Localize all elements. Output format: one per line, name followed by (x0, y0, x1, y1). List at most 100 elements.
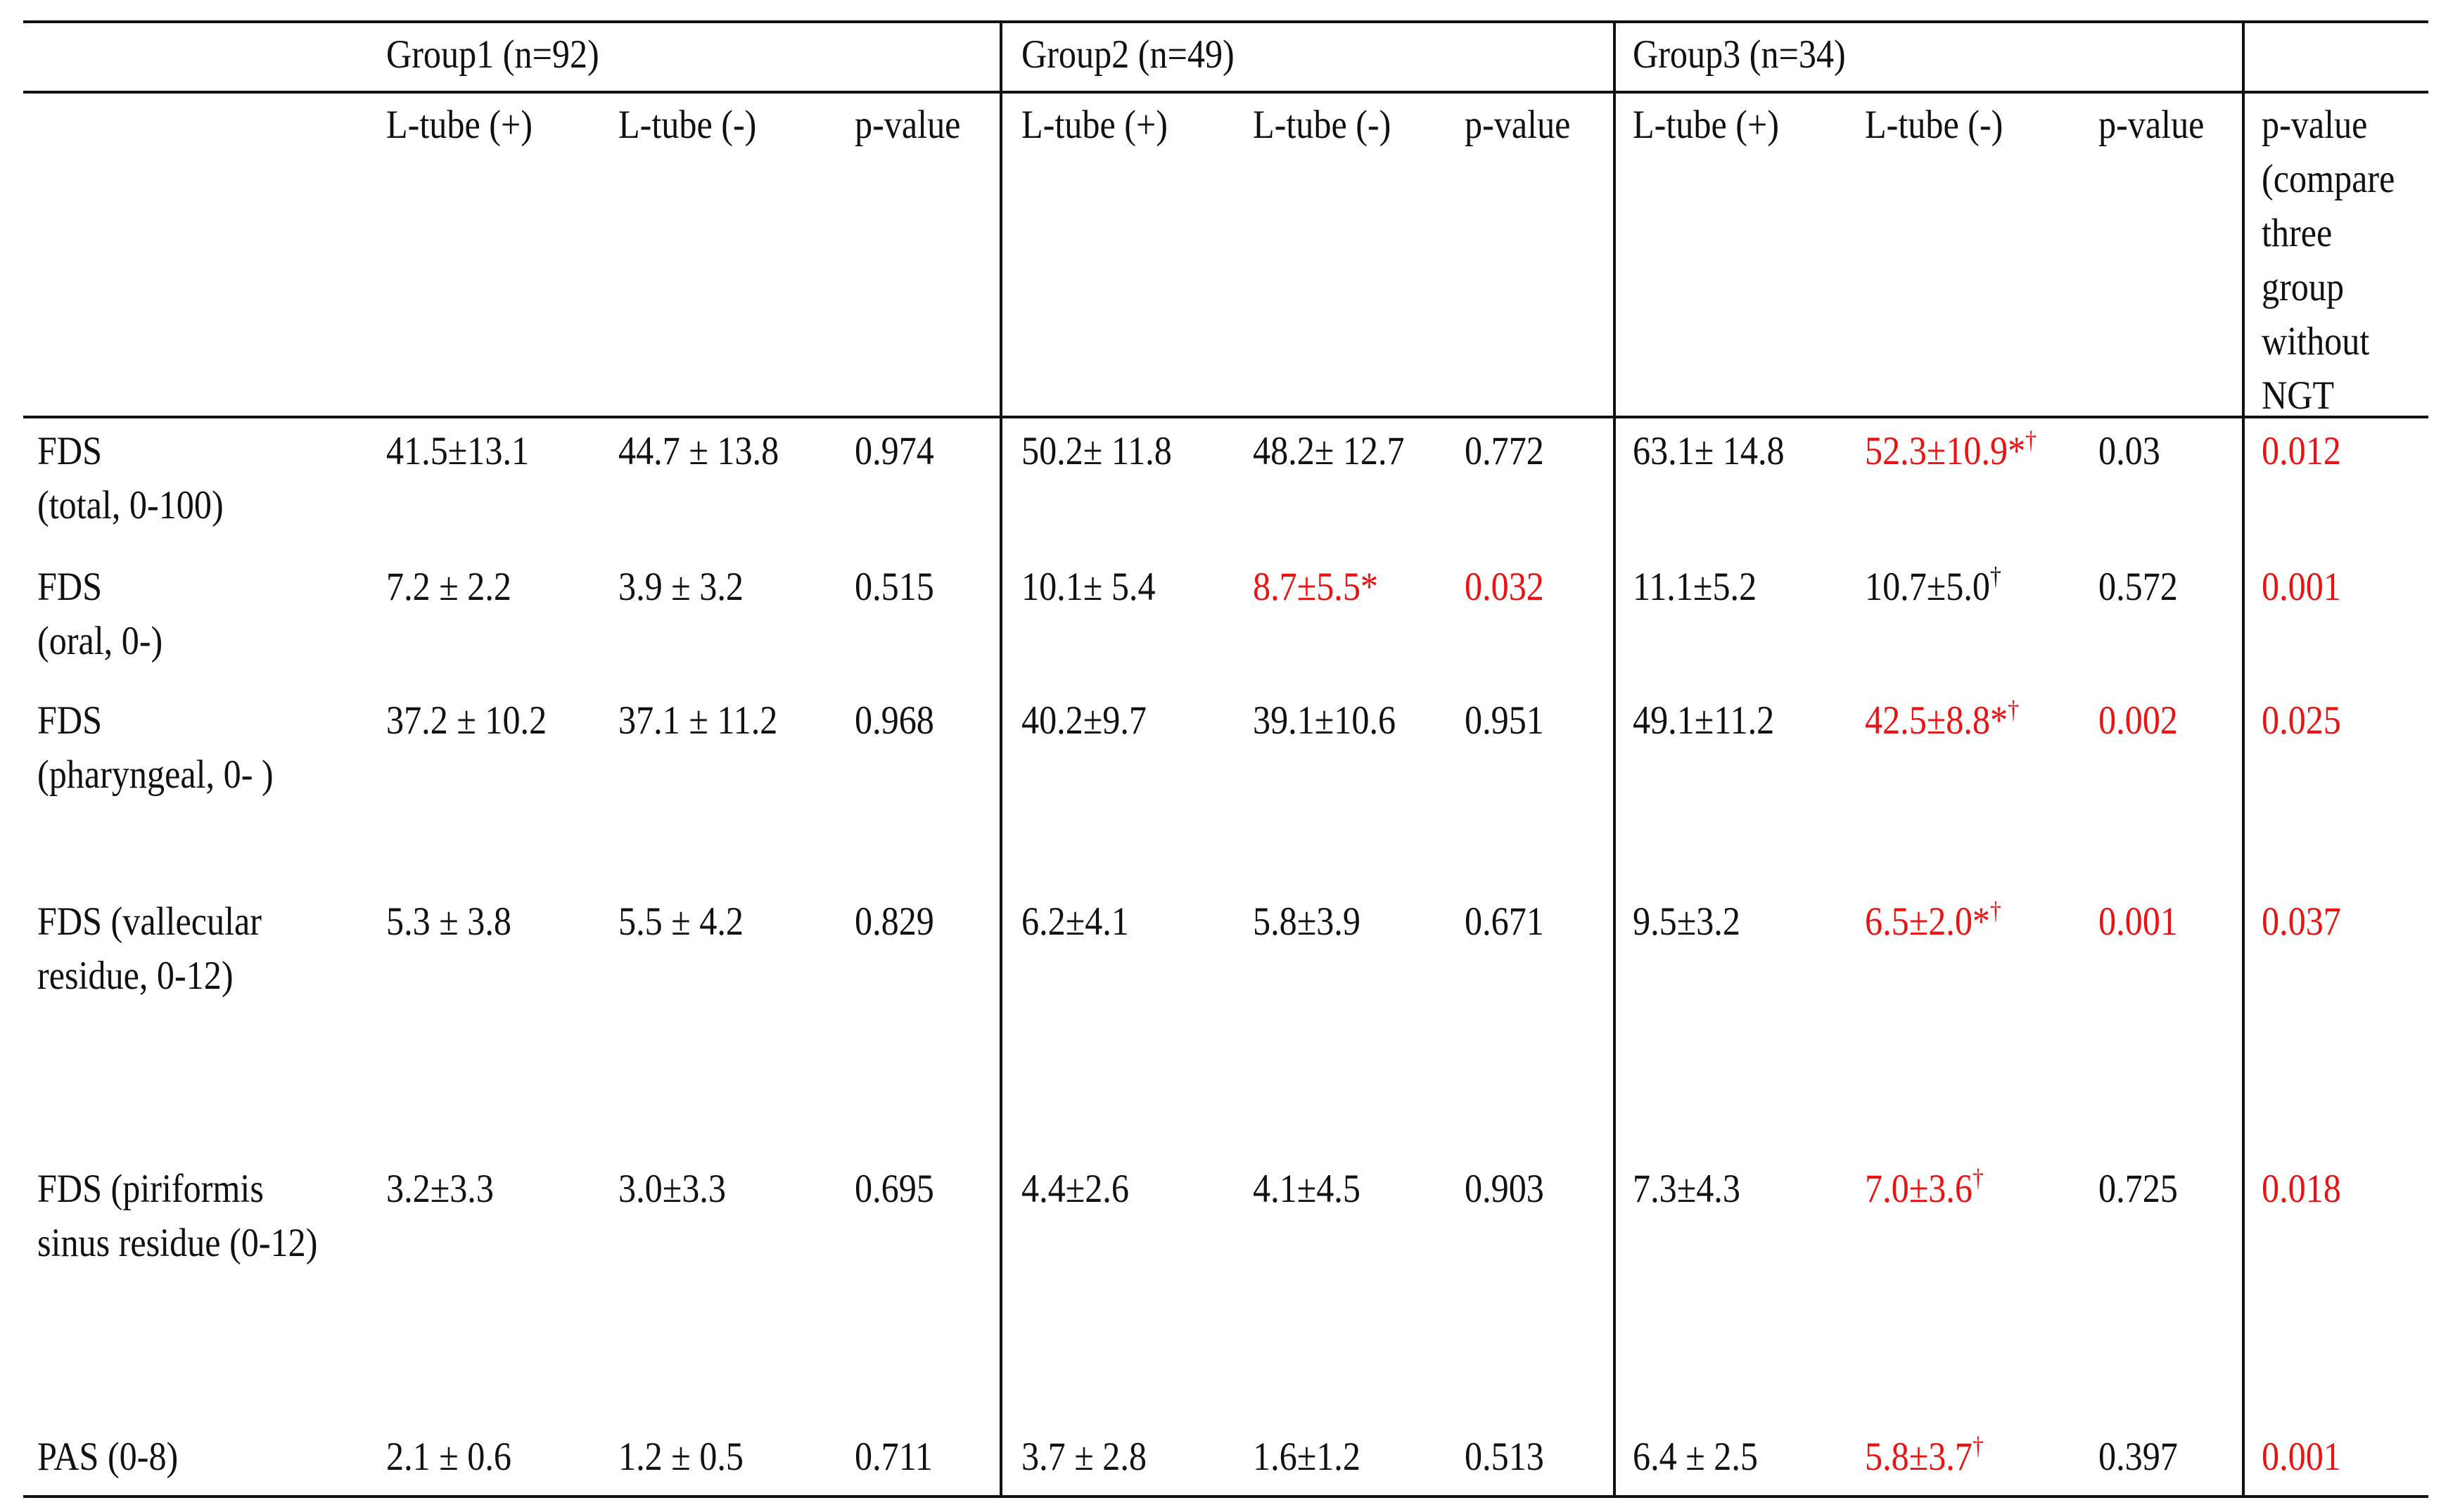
row-label: FDS (37, 698, 103, 743)
cell: 0.001 (2262, 1430, 2341, 1484)
cell: 1.6±1.2 (1253, 1430, 1360, 1484)
cell: 0.397 (2098, 1430, 2178, 1484)
cell-value: 6.5±2.0* (1865, 899, 1991, 944)
cell: 0.515 (855, 560, 934, 614)
cell: 7.3±4.3 (1633, 1162, 1740, 1216)
cell-value: 0.001 (2262, 564, 2342, 609)
cell: 0.671 (1465, 895, 1544, 949)
cell: 0.725 (2098, 1162, 2178, 1216)
cell-value: 0.725 (2098, 1167, 2178, 1212)
cell: 10.7±5.0† (1865, 560, 2001, 619)
cell-value: 42.5±8.8* (1865, 698, 2008, 743)
cell: 11.1±5.2 (1633, 560, 1757, 614)
cell: 5.5 ± 4.2 (618, 895, 744, 949)
cell-value: 0.695 (854, 1167, 934, 1212)
cell: 0.037 (2262, 895, 2341, 949)
cell: 6.4 ± 2.5 (1633, 1430, 1758, 1484)
cell: 42.5±8.8*† (1865, 693, 2019, 752)
cell: 5.8±3.7† (1865, 1430, 1984, 1489)
column-header: group (2262, 264, 2345, 309)
cell: 39.1±10.6 (1253, 693, 1396, 748)
cell: 0.829 (855, 895, 934, 949)
column-header: L-tube (+) (1633, 102, 1780, 147)
cell-value: 40.2±9.7 (1021, 698, 1147, 743)
cell-value: 7.3±4.3 (1633, 1167, 1741, 1212)
row-label: FDS (piriformis (37, 1167, 264, 1212)
cell-value: 3.7 ± 2.8 (1021, 1434, 1147, 1479)
cell-value: 44.7 ± 13.8 (618, 429, 779, 474)
cell: 63.1± 14.8 (1633, 424, 1785, 478)
cell: 49.1±11.2 (1633, 693, 1774, 748)
cell-value: 0.974 (854, 429, 934, 474)
cell-value: 0.515 (854, 564, 934, 609)
cell-value: 0.829 (854, 899, 934, 944)
cell-value: 0.025 (2262, 698, 2342, 743)
cell-value: 41.5±13.1 (385, 429, 529, 474)
cell: 37.1 ± 11.2 (618, 693, 777, 748)
row-label: (total, 0-100) (37, 483, 224, 528)
footnote-mark: † (2008, 696, 2020, 724)
cell-value: 0.001 (2262, 1434, 2342, 1479)
cell-value: 0.397 (2098, 1434, 2178, 1479)
cell: 0.572 (2098, 560, 2178, 614)
cell-value: 0.572 (2098, 564, 2178, 609)
cell: 0.951 (1465, 693, 1544, 748)
row-label: FDS (vallecular (37, 899, 262, 944)
cell: 41.5±13.1 (386, 424, 529, 478)
cell-value: 7.2 ± 2.2 (385, 564, 511, 609)
cell: 0.001 (2098, 895, 2178, 949)
column-header: without (2262, 319, 2370, 364)
cell: 0.513 (1465, 1430, 1544, 1484)
column-header: p-value (854, 102, 961, 147)
cell: 0.032 (1465, 560, 1544, 614)
column-header: p-value (2098, 102, 2205, 147)
cell-value: 10.1± 5.4 (1021, 564, 1156, 609)
cell-value: 0.968 (854, 698, 934, 743)
column-header: L-tube (-) (1865, 102, 2003, 147)
column-header: L-tube (+) (385, 102, 533, 147)
cell-value: 37.2 ± 10.2 (385, 698, 547, 743)
cell-value: 0.711 (854, 1434, 933, 1479)
cell-value: 39.1±10.6 (1253, 698, 1396, 743)
column-header: (compare (2262, 156, 2395, 201)
cell: 0.772 (1465, 424, 1544, 478)
cell-value: 0.671 (1465, 899, 1545, 944)
cell-value: 37.1 ± 11.2 (618, 698, 777, 743)
cell-value: 10.7±5.0 (1865, 564, 1991, 609)
footnote-mark: † (1972, 1431, 1984, 1460)
cell: 7.2 ± 2.2 (386, 560, 511, 614)
cell-value: 0.012 (2262, 429, 2342, 474)
column-header: L-tube (-) (1253, 102, 1391, 147)
cell: 5.3 ± 3.8 (386, 895, 511, 949)
cell: 50.2± 11.8 (1021, 424, 1172, 478)
cell-value: 6.2±4.1 (1021, 899, 1129, 944)
cell-value: 7.0±3.6 (1865, 1167, 1973, 1212)
group-header: Group2 (n=49) (1021, 32, 1235, 77)
cell-value: 5.5 ± 4.2 (618, 899, 744, 944)
cell-value: 5.8±3.9 (1253, 899, 1361, 944)
cell: 0.018 (2262, 1162, 2341, 1216)
cell: 2.1 ± 0.6 (386, 1430, 511, 1484)
cell: 0.695 (855, 1162, 934, 1216)
row-label: (oral, 0-) (37, 618, 163, 663)
cell-value: 0.513 (1465, 1434, 1545, 1479)
cell: 0.974 (855, 424, 934, 478)
row-label: residue, 0-12) (37, 953, 234, 998)
cell: 6.2±4.1 (1021, 895, 1129, 949)
cell: 10.1± 5.4 (1021, 560, 1156, 614)
group-header: Group1 (n=92) (385, 32, 599, 77)
footnote-mark: † (1990, 896, 2002, 925)
cell: 37.2 ± 10.2 (386, 693, 547, 748)
cell-value: 6.4 ± 2.5 (1633, 1434, 1759, 1479)
cell-value: 3.9 ± 3.2 (618, 564, 744, 609)
column-header: p-value (2262, 102, 2368, 147)
cell: 4.1±4.5 (1253, 1162, 1360, 1216)
cell-value: 0.032 (1465, 564, 1545, 609)
column-header: p-value (1465, 102, 1571, 147)
row-label: (pharyngeal, 0- ) (37, 752, 274, 797)
cell-value: 0.903 (1465, 1167, 1545, 1212)
cell: 3.2±3.3 (386, 1162, 494, 1216)
row-label: PAS (0-8) (37, 1434, 179, 1479)
column-header: L-tube (+) (1021, 102, 1168, 147)
